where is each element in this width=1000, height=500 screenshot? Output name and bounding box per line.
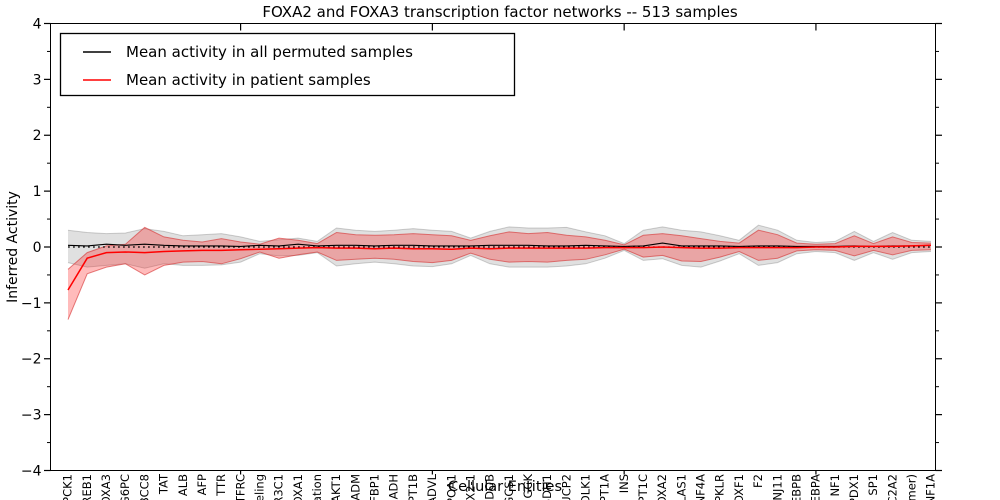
permuted-band-lower-edge xyxy=(67,249,932,269)
x-category-label: ABCC8 xyxy=(137,474,151,500)
x-category-label: ACADVL xyxy=(425,473,439,500)
y-axis-title: Inferred Activity xyxy=(5,191,21,303)
x-category-label: INS xyxy=(617,474,631,493)
x-axis-title: Cellular Entities xyxy=(447,479,563,495)
x-category-label: PKLR xyxy=(713,474,727,500)
x-category-label: FOXA3 xyxy=(99,474,113,500)
x-category-label: chromatin remodeling xyxy=(252,474,266,500)
x-category-label: CEBPB xyxy=(789,474,803,500)
x-category-label: CPT1A xyxy=(598,474,612,500)
y-tick-label: 4 xyxy=(33,16,42,32)
legend-label: Mean activity in all permuted samples xyxy=(126,43,413,61)
y-tick-label: 0 xyxy=(33,240,42,256)
y-tick-label: −3 xyxy=(21,408,42,424)
patient-mean-line xyxy=(67,244,932,291)
legend-box xyxy=(59,32,516,97)
x-category-label: F2 xyxy=(751,474,765,488)
x-category-label: KCNJ11 xyxy=(770,474,784,500)
patient-band-upper-edge xyxy=(67,226,932,270)
x-category-label: G6PC xyxy=(118,474,132,500)
x-category-label: BDH1 xyxy=(540,474,554,500)
x-category-label: CPT1C xyxy=(636,474,650,500)
x-category-label: ALAS1 xyxy=(674,474,688,500)
y-tick-label: −2 xyxy=(21,352,42,368)
x-category-label: UCP2 xyxy=(559,474,573,500)
x-category-label: SP1 xyxy=(866,474,880,496)
y-tick-label: 1 xyxy=(33,184,42,200)
x-category-label: NR3C1 xyxy=(272,474,286,500)
x-category-label: CPT1B xyxy=(406,474,420,500)
permuted-band-upper-edge xyxy=(67,224,932,245)
x-category-label: HADH xyxy=(387,474,401,500)
x-category-label: ALDOB xyxy=(483,474,497,500)
x-category-label: NKX2-1 xyxy=(463,474,477,500)
patient-band xyxy=(68,227,931,320)
x-category-label: APOA1 xyxy=(444,474,458,500)
permuted-mean-line xyxy=(67,242,932,247)
x-category-label: ACADM xyxy=(348,474,362,500)
y-tick-label: −1 xyxy=(21,296,42,312)
x-category-label: HMGCS1 xyxy=(502,474,516,500)
legend-label: Mean activity in patient samples xyxy=(126,71,371,89)
x-category-label: TTR xyxy=(214,474,228,497)
x-category-label: DLK1 xyxy=(578,474,592,500)
y-tick-label: 2 xyxy=(33,128,42,144)
x-category-label: IGFBP1 xyxy=(367,474,381,500)
patient-band-lower-edge xyxy=(67,248,932,320)
x-category-label: SLC2A2 xyxy=(885,474,899,500)
x-category-label: FOXA1 xyxy=(291,474,305,500)
x-category-label: GCK xyxy=(521,474,535,499)
x-category-label: PCK1 xyxy=(61,474,75,500)
x-category-label: PDX1 xyxy=(847,474,861,500)
x-category-label: AKT1 xyxy=(329,474,343,500)
y-tick-label: −4 xyxy=(21,463,42,479)
x-category-label: NF1 xyxy=(828,474,842,497)
x-category-label: CEBPA xyxy=(809,474,823,500)
x-category-label: response to starvation xyxy=(310,474,324,500)
x-category-label: CREB1 xyxy=(80,474,94,500)
x-category-label: FOXA2 xyxy=(655,474,669,500)
x-category-label: FOXF1 xyxy=(732,474,746,500)
x-category-label: ALB xyxy=(176,474,190,496)
x-category-label: TAT xyxy=(157,473,171,495)
x-category-label: HNF1A xyxy=(924,474,938,500)
chart-title: FOXA2 and FOXA3 transcription factor net… xyxy=(262,3,738,21)
x-category-label: HNF4A xyxy=(694,474,708,500)
x-category-label: TFRC xyxy=(233,474,247,500)
x-category-label: AFP xyxy=(195,474,209,495)
x-category-label: HNF1A (dimer) xyxy=(904,474,918,500)
y-tick-label: 3 xyxy=(33,72,42,88)
